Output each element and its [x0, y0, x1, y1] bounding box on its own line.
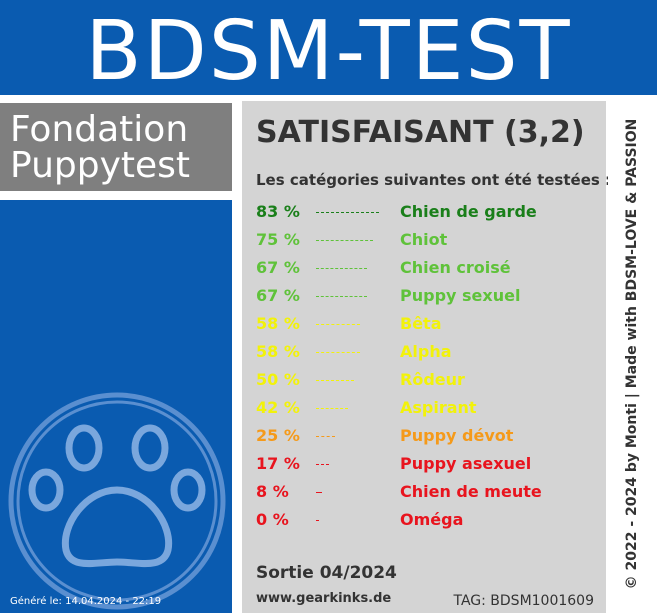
category-bar	[316, 408, 348, 409]
category-percent: 58 %	[256, 342, 300, 361]
category-row: 0 % Oméga	[256, 507, 601, 535]
category-row: 8 % Chien de meute	[256, 479, 601, 507]
paw-icon	[8, 392, 226, 610]
category-percent: 0 %	[256, 510, 289, 529]
blue-panel: Généré le: 14.04.2024 - 22:19	[0, 200, 232, 613]
category-percent: 83 %	[256, 202, 300, 221]
generated-timestamp: Généré le: 14.04.2024 - 22:19	[10, 596, 162, 607]
category-percent: 58 %	[256, 314, 300, 333]
header-banner: BDSM-TEST	[0, 0, 657, 95]
category-name: Aspirant	[400, 398, 477, 417]
category-name: Oméga	[400, 510, 464, 529]
release-date: Sortie 04/2024	[256, 563, 397, 583]
header-title: BDSM-TEST	[85, 3, 572, 99]
category-percent: 17 %	[256, 454, 300, 473]
category-bar	[316, 492, 322, 493]
category-bar	[316, 240, 373, 241]
copyright-text: © 2022 - 2024 by Monti | Made with BDSM-…	[624, 118, 640, 590]
category-row: 17 % Puppy asexuel	[256, 451, 601, 479]
category-row: 50 % Rôdeur	[256, 367, 601, 395]
result-subtitle: Les catégories suivantes ont été testées…	[256, 171, 612, 189]
category-bar	[316, 324, 360, 325]
category-bar	[316, 268, 367, 269]
category-name: Alpha	[400, 342, 452, 361]
website-link[interactable]: www.gearkinks.de	[256, 591, 392, 606]
category-name: Chiot	[400, 230, 448, 249]
category-name: Rôdeur	[400, 370, 465, 389]
category-row: 83 % Chien de garde	[256, 199, 601, 227]
test-tag: TAG: BDSM1001609	[453, 593, 594, 609]
left-column: Fondation Puppytest Généré le: 14.04.202…	[0, 95, 236, 613]
category-percent: 67 %	[256, 258, 300, 277]
category-row: 75 % Chiot	[256, 227, 601, 255]
category-row: 67 % Puppy sexuel	[256, 283, 601, 311]
category-name: Chien de garde	[400, 202, 537, 221]
category-row: 58 % Alpha	[256, 339, 601, 367]
category-percent: 67 %	[256, 286, 300, 305]
result-title: SATISFAISANT (3,2)	[256, 115, 585, 150]
category-bar	[316, 464, 329, 465]
category-name: Chien croisé	[400, 258, 511, 277]
category-name: Bêta	[400, 314, 442, 333]
category-row: 42 % Aspirant	[256, 395, 601, 423]
category-bar	[316, 212, 379, 213]
category-name: Puppy sexuel	[400, 286, 521, 305]
organization-line-2: Puppytest	[10, 145, 191, 186]
category-percent: 50 %	[256, 370, 300, 389]
copyright-strip: © 2022 - 2024 by Monti | Made with BDSM-…	[608, 95, 657, 613]
category-percent: 42 %	[256, 398, 300, 417]
category-list: 83 % Chien de garde 75 % Chiot 67 % Chien cro…	[256, 199, 601, 535]
category-bar	[316, 352, 360, 353]
result-panel: SATISFAISANT (3,2) Les catégories suivan…	[242, 101, 611, 613]
category-bar	[316, 436, 335, 437]
category-name: Puppy dévot	[400, 426, 514, 445]
header-inner: BDSM-TEST	[10, 10, 647, 93]
category-percent: 25 %	[256, 426, 300, 445]
category-percent: 8 %	[256, 482, 289, 501]
category-bar	[316, 380, 354, 381]
organization-box: Fondation Puppytest	[0, 103, 232, 191]
category-percent: 75 %	[256, 230, 300, 249]
category-row: 67 % Chien croisé	[256, 255, 601, 283]
category-name: Chien de meute	[400, 482, 542, 501]
category-bar	[316, 520, 319, 521]
category-name: Puppy asexuel	[400, 454, 532, 473]
organization-line-1: Fondation	[10, 109, 189, 150]
category-row: 58 % Bêta	[256, 311, 601, 339]
category-bar	[316, 296, 367, 297]
category-row: 25 % Puppy dévot	[256, 423, 601, 451]
